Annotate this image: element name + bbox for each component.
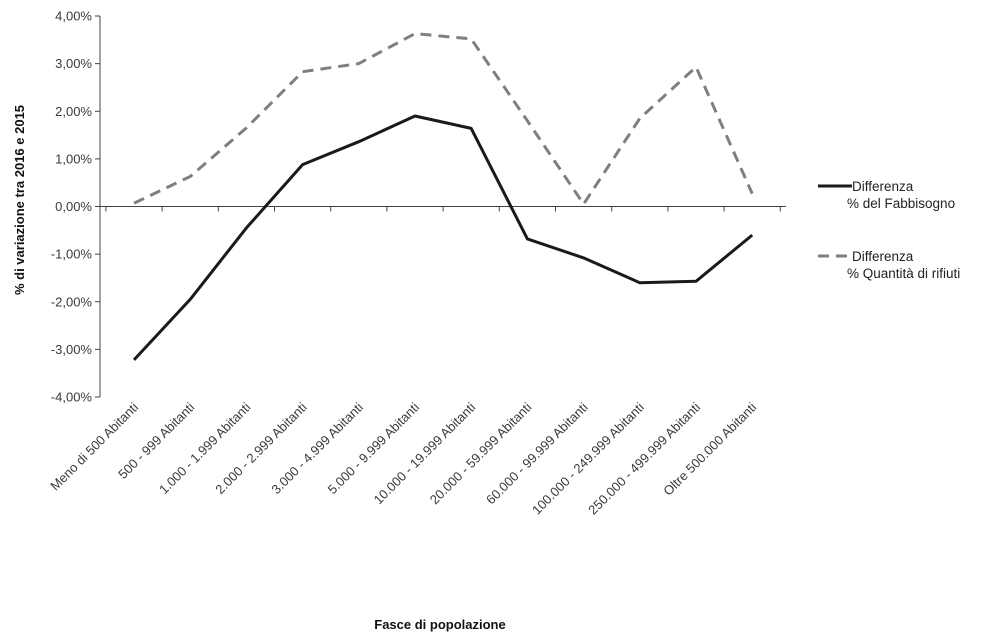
y-tick-label: 0,00% (55, 199, 92, 214)
y-tick-label: -2,00% (51, 294, 93, 309)
x-tick-label: 3.000 - 4.999 Abitanti (268, 399, 366, 497)
y-axis-title: % di variazione tra 2016 e 2015 (12, 105, 27, 295)
x-tick-label: 250.000 - 499.999 Abitanti (585, 399, 703, 517)
y-tick-label: -3,00% (51, 342, 93, 357)
legend-label: % Quantità di rifiuti (847, 266, 960, 281)
x-axis-title: Fasce di popolazione (374, 617, 505, 632)
y-tick-label: -4,00% (51, 390, 93, 405)
y-tick-label: -1,00% (51, 247, 93, 262)
x-tick-label: 5.000 - 9.999 Abitanti (325, 399, 423, 497)
x-tick-label: 2.000 - 2.999 Abitanti (212, 399, 310, 497)
y-tick-label: 1,00% (55, 151, 92, 166)
y-tick-label: 3,00% (55, 56, 92, 71)
x-tick-label: 100.000 - 249.999 Abitanti (529, 399, 647, 517)
series-line-fabbisogno (132, 114, 754, 361)
x-tick-label: 20.000 - 59.999 Abitanti (427, 399, 535, 507)
legend-label: Differenza (852, 179, 914, 194)
x-tick-label: 1.000 - 1.999 Abitanti (156, 399, 254, 497)
y-tick-label: 4,00% (55, 9, 92, 24)
legend: Differenza % del Fabbisogno Differenza % Qu… (818, 179, 960, 281)
x-tick-label: Oltre 500.000 Abitanti (660, 399, 759, 498)
x-tick-label: 10.000 - 19.999 Abitanti (371, 399, 479, 507)
y-tick-label: 2,00% (55, 104, 92, 119)
legend-label: Differenza (852, 249, 914, 264)
plot-area: 4,00% 3,00% 2,00% 1,00% 0,00% -1,00% -2,00% -3,… (47, 9, 786, 517)
series-line-rifiuti (133, 32, 754, 206)
x-tick-label: 60.000 - 99.999 Abitanti (483, 399, 591, 507)
legend-label: % del Fabbisogno (847, 196, 955, 211)
